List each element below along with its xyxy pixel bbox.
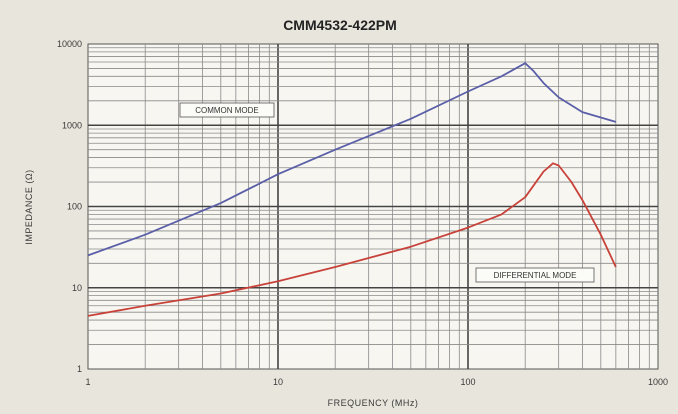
y-tick-label: 10 — [72, 283, 82, 293]
legend: COMMON MODE DIFFERENTIAL MODE — [179, 102, 595, 283]
x-tick-label: 1000 — [648, 377, 668, 387]
x-tick-label: 100 — [460, 377, 475, 387]
y-tick-label: 10000 — [57, 39, 82, 49]
y-axis-label: IMPEDANCE (Ω) — [24, 169, 34, 244]
series-line-common-mode — [87, 62, 617, 257]
legend-box — [475, 267, 595, 283]
y-tick-label: 1000 — [62, 120, 82, 130]
grid-lines — [88, 44, 658, 369]
series-lines — [87, 62, 617, 317]
x-tick-label: 10 — [273, 377, 283, 387]
y-tick-label: 100 — [67, 202, 82, 212]
legend-label: COMMON MODE — [195, 106, 259, 115]
x-tick-label: 1 — [85, 377, 90, 387]
chart-title: CMM4532-422PM — [283, 17, 397, 33]
legend-label: DIFFERENTIAL MODE — [494, 271, 577, 280]
legend-box — [179, 102, 275, 118]
y-tick-label: 1 — [77, 364, 82, 374]
x-axis-label: FREQUENCY (MHz) — [328, 398, 419, 408]
tick-labels: 1 10 100 1000 1 10 100 1000 10000 — [57, 39, 668, 387]
series-line-differential-mode — [87, 162, 617, 317]
